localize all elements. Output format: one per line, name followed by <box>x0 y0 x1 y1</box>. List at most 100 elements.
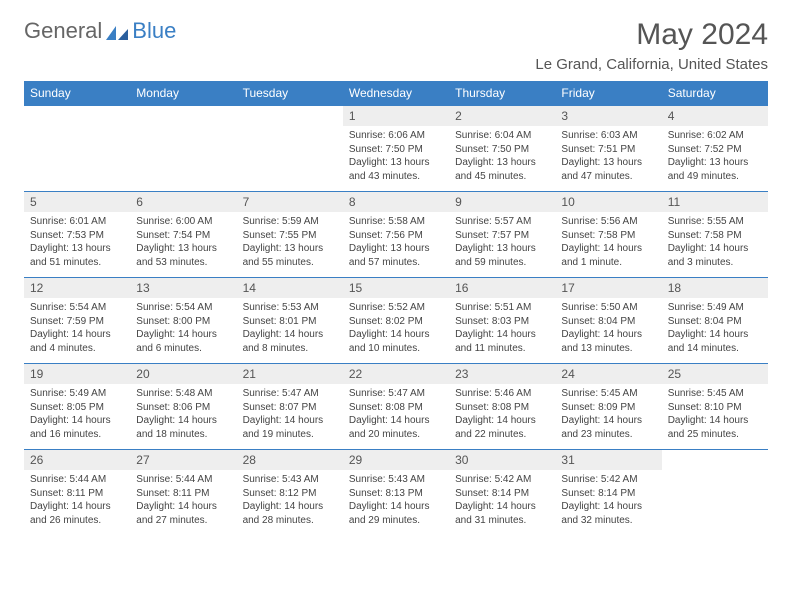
calendar-table: SundayMondayTuesdayWednesdayThursdayFrid… <box>24 81 768 535</box>
sunrise-line: Sunrise: 5:54 AM <box>30 301 124 315</box>
sunset-line: Sunset: 8:06 PM <box>136 401 230 415</box>
day-details: Sunrise: 6:01 AMSunset: 7:53 PMDaylight:… <box>24 212 130 273</box>
day-number: 9 <box>449 191 555 212</box>
sunrise-line: Sunrise: 5:54 AM <box>136 301 230 315</box>
sunset-line: Sunset: 7:50 PM <box>455 143 549 157</box>
calendar-cell: 15Sunrise: 5:52 AMSunset: 8:02 PMDayligh… <box>343 277 449 363</box>
sunrise-line: Sunrise: 5:49 AM <box>30 387 124 401</box>
calendar-cell: 14Sunrise: 5:53 AMSunset: 8:01 PMDayligh… <box>237 277 343 363</box>
day-number: 17 <box>555 277 661 298</box>
sunrise-line: Sunrise: 5:53 AM <box>243 301 337 315</box>
day-number: 22 <box>343 363 449 384</box>
daylight-line: Daylight: 14 hours and 22 minutes. <box>455 414 549 441</box>
day-details: Sunrise: 5:47 AMSunset: 8:07 PMDaylight:… <box>237 384 343 445</box>
day-details: Sunrise: 5:45 AMSunset: 8:09 PMDaylight:… <box>555 384 661 445</box>
calendar-cell-empty <box>662 449 768 535</box>
sunrise-line: Sunrise: 5:47 AM <box>349 387 443 401</box>
daylight-line: Daylight: 14 hours and 3 minutes. <box>668 242 762 269</box>
sunrise-line: Sunrise: 5:56 AM <box>561 215 655 229</box>
day-details: Sunrise: 5:44 AMSunset: 8:11 PMDaylight:… <box>130 470 236 531</box>
day-details: Sunrise: 5:53 AMSunset: 8:01 PMDaylight:… <box>237 298 343 359</box>
sunset-line: Sunset: 7:52 PM <box>668 143 762 157</box>
day-number: 18 <box>662 277 768 298</box>
sunrise-line: Sunrise: 5:44 AM <box>136 473 230 487</box>
calendar-cell: 11Sunrise: 5:55 AMSunset: 7:58 PMDayligh… <box>662 191 768 277</box>
sunset-line: Sunset: 8:02 PM <box>349 315 443 329</box>
sunset-line: Sunset: 7:55 PM <box>243 229 337 243</box>
sunrise-line: Sunrise: 5:57 AM <box>455 215 549 229</box>
calendar-cell: 23Sunrise: 5:46 AMSunset: 8:08 PMDayligh… <box>449 363 555 449</box>
daylight-line: Daylight: 14 hours and 27 minutes. <box>136 500 230 527</box>
sunrise-line: Sunrise: 6:01 AM <box>30 215 124 229</box>
daylight-line: Daylight: 14 hours and 16 minutes. <box>30 414 124 441</box>
day-number: 11 <box>662 191 768 212</box>
day-details: Sunrise: 5:55 AMSunset: 7:58 PMDaylight:… <box>662 212 768 273</box>
calendar-body: 1Sunrise: 6:06 AMSunset: 7:50 PMDaylight… <box>24 105 768 535</box>
day-details: Sunrise: 5:56 AMSunset: 7:58 PMDaylight:… <box>555 212 661 273</box>
day-number: 20 <box>130 363 236 384</box>
day-details: Sunrise: 5:43 AMSunset: 8:12 PMDaylight:… <box>237 470 343 531</box>
daylight-line: Daylight: 14 hours and 10 minutes. <box>349 328 443 355</box>
calendar-cell: 16Sunrise: 5:51 AMSunset: 8:03 PMDayligh… <box>449 277 555 363</box>
day-number: 7 <box>237 191 343 212</box>
calendar-cell: 5Sunrise: 6:01 AMSunset: 7:53 PMDaylight… <box>24 191 130 277</box>
day-details: Sunrise: 6:06 AMSunset: 7:50 PMDaylight:… <box>343 126 449 187</box>
sunrise-line: Sunrise: 5:44 AM <box>30 473 124 487</box>
day-number: 19 <box>24 363 130 384</box>
day-details: Sunrise: 5:49 AMSunset: 8:05 PMDaylight:… <box>24 384 130 445</box>
sunset-line: Sunset: 8:00 PM <box>136 315 230 329</box>
sunset-line: Sunset: 8:04 PM <box>668 315 762 329</box>
sunrise-line: Sunrise: 5:45 AM <box>668 387 762 401</box>
calendar-cell: 13Sunrise: 5:54 AMSunset: 8:00 PMDayligh… <box>130 277 236 363</box>
brand-logo: General Blue <box>24 18 176 44</box>
day-number-empty <box>24 105 130 125</box>
calendar-cell: 30Sunrise: 5:42 AMSunset: 8:14 PMDayligh… <box>449 449 555 535</box>
sunrise-line: Sunrise: 6:03 AM <box>561 129 655 143</box>
title-block: May 2024 Le Grand, California, United St… <box>535 18 768 79</box>
daylight-line: Daylight: 13 hours and 47 minutes. <box>561 156 655 183</box>
day-number: 6 <box>130 191 236 212</box>
location-label: Le Grand, California, United States <box>535 56 768 73</box>
daylight-line: Daylight: 14 hours and 26 minutes. <box>30 500 124 527</box>
day-details: Sunrise: 5:51 AMSunset: 8:03 PMDaylight:… <box>449 298 555 359</box>
calendar-cell: 21Sunrise: 5:47 AMSunset: 8:07 PMDayligh… <box>237 363 343 449</box>
sunrise-line: Sunrise: 5:42 AM <box>561 473 655 487</box>
calendar-cell: 28Sunrise: 5:43 AMSunset: 8:12 PMDayligh… <box>237 449 343 535</box>
daylight-line: Daylight: 13 hours and 49 minutes. <box>668 156 762 183</box>
daylight-line: Daylight: 13 hours and 51 minutes. <box>30 242 124 269</box>
sunrise-line: Sunrise: 6:06 AM <box>349 129 443 143</box>
day-details: Sunrise: 5:59 AMSunset: 7:55 PMDaylight:… <box>237 212 343 273</box>
calendar-cell: 22Sunrise: 5:47 AMSunset: 8:08 PMDayligh… <box>343 363 449 449</box>
sunrise-line: Sunrise: 5:42 AM <box>455 473 549 487</box>
day-number: 31 <box>555 449 661 470</box>
day-details: Sunrise: 6:03 AMSunset: 7:51 PMDaylight:… <box>555 126 661 187</box>
sunrise-line: Sunrise: 5:47 AM <box>243 387 337 401</box>
weekday-header: Saturday <box>662 81 768 105</box>
sunset-line: Sunset: 7:56 PM <box>349 229 443 243</box>
sunset-line: Sunset: 7:50 PM <box>349 143 443 157</box>
day-details: Sunrise: 5:52 AMSunset: 8:02 PMDaylight:… <box>343 298 449 359</box>
day-details: Sunrise: 5:54 AMSunset: 8:00 PMDaylight:… <box>130 298 236 359</box>
day-details: Sunrise: 5:47 AMSunset: 8:08 PMDaylight:… <box>343 384 449 445</box>
day-details: Sunrise: 5:46 AMSunset: 8:08 PMDaylight:… <box>449 384 555 445</box>
sunset-line: Sunset: 8:08 PM <box>455 401 549 415</box>
day-number: 28 <box>237 449 343 470</box>
calendar-cell-empty <box>24 105 130 191</box>
calendar-cell: 10Sunrise: 5:56 AMSunset: 7:58 PMDayligh… <box>555 191 661 277</box>
sunset-line: Sunset: 8:14 PM <box>561 487 655 501</box>
sunset-line: Sunset: 8:12 PM <box>243 487 337 501</box>
calendar-cell: 6Sunrise: 6:00 AMSunset: 7:54 PMDaylight… <box>130 191 236 277</box>
day-number: 29 <box>343 449 449 470</box>
daylight-line: Daylight: 14 hours and 20 minutes. <box>349 414 443 441</box>
day-number: 27 <box>130 449 236 470</box>
calendar-cell: 19Sunrise: 5:49 AMSunset: 8:05 PMDayligh… <box>24 363 130 449</box>
sunset-line: Sunset: 7:54 PM <box>136 229 230 243</box>
sunset-line: Sunset: 8:04 PM <box>561 315 655 329</box>
sunrise-line: Sunrise: 5:43 AM <box>243 473 337 487</box>
day-number: 4 <box>662 105 768 126</box>
day-details: Sunrise: 5:42 AMSunset: 8:14 PMDaylight:… <box>555 470 661 531</box>
sunrise-line: Sunrise: 6:02 AM <box>668 129 762 143</box>
day-details: Sunrise: 5:49 AMSunset: 8:04 PMDaylight:… <box>662 298 768 359</box>
sunset-line: Sunset: 8:11 PM <box>136 487 230 501</box>
day-number: 1 <box>343 105 449 126</box>
